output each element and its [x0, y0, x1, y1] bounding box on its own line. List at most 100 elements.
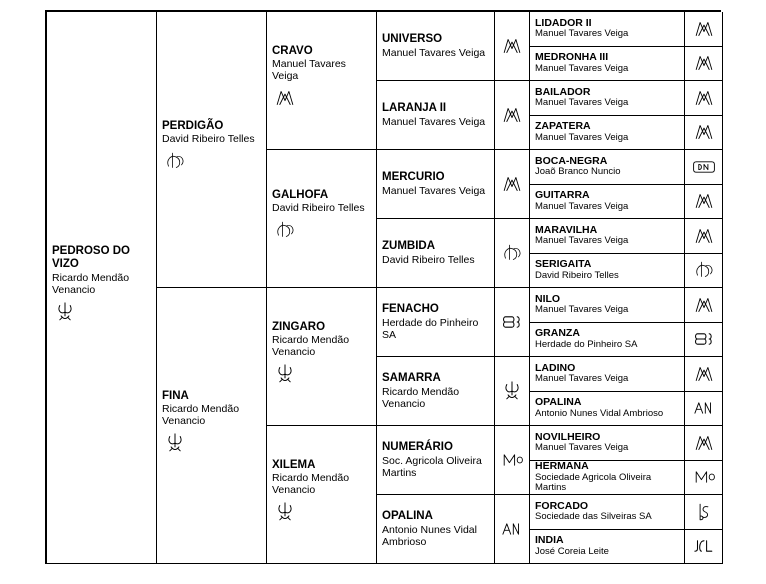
gen4-7: OPALINAAntonio Nunes Vidal Ambrioso: [377, 495, 495, 564]
brand-icon-hp: [691, 326, 717, 352]
gen4-5: SAMARRARicardo Mendão Venancio: [377, 357, 495, 426]
breeder-name: Ricardo Mendão Venancio: [272, 472, 371, 496]
gen4-4: FENACHOHerdade do Pinheiro SA: [377, 288, 495, 357]
gen4-0: UNIVERSOManuel Tavares Veiga: [377, 12, 495, 81]
gen5-15: INDIAJosé Coreia Leite: [530, 530, 685, 565]
breeder-name: Ricardo Mendão Venancio: [52, 272, 151, 296]
brand-icon-rmv: [272, 499, 298, 525]
horse-name: XILEMA: [272, 459, 371, 472]
gen3-2: ZINGARORicardo Mendão Venancio: [267, 288, 377, 426]
breeder-name: Manuel Tavares Veiga: [272, 58, 371, 82]
gen3-0: CRAVOManuel Tavares Veiga: [267, 12, 377, 150]
gen4-3: ZUMBIDADavid Ribeiro Telles: [377, 219, 495, 288]
breeder-name: Manuel Tavares Veiga: [535, 29, 679, 39]
gen5-12: NOVILHEIROManuel Tavares Veiga: [530, 426, 685, 461]
breeder-name: Manuel Tavares Veiga: [535, 305, 679, 315]
brand-icon-anva: [691, 395, 717, 421]
brand-icon-mtv: [691, 292, 717, 318]
horse-name: OPALINA: [382, 510, 489, 523]
brand-icon-rmv: [52, 299, 78, 325]
gen1-subject: PEDROSO DO VIZORicardo Mendão Venancio: [47, 12, 157, 564]
gen5-1: MEDRONHA IIIManuel Tavares Veiga: [530, 47, 685, 82]
gen2-sire: PERDIGÃODavid Ribeiro Telles: [157, 12, 267, 288]
gen5-7-brand: [685, 254, 723, 289]
brand-mark: [272, 85, 371, 116]
brand-icon-mtv: [691, 188, 717, 214]
gen5-4: BOCA-NEGRAJoaõ Branco Nuncio: [530, 150, 685, 185]
gen4-1: LARANJA IIManuel Tavares Veiga: [377, 81, 495, 150]
brand-icon-jbn: [691, 154, 717, 180]
gen2-dam: FINARicardo Mendão Venancio: [157, 288, 267, 564]
gen4-7-brand: [495, 495, 530, 564]
brand-icon-mtv: [691, 119, 717, 145]
gen5-10-brand: [685, 357, 723, 392]
gen5-13: HERMANASociedade Agricola Oliveira Marti…: [530, 461, 685, 496]
horse-name: HERMANA: [535, 461, 679, 473]
breeder-name: Soc. Agricola Oliveira Martins: [382, 455, 489, 479]
horse-name: ZUMBIDA: [382, 240, 489, 253]
horse-name: FINA: [162, 390, 261, 403]
breeder-name: José Coreia Leite: [535, 547, 679, 557]
gen4-2: MERCURIOManuel Tavares Veiga: [377, 150, 495, 219]
gen4-1-brand: [495, 81, 530, 150]
horse-name: PERDIGÃO: [162, 120, 261, 133]
horse-name: NUMERÁRIO: [382, 441, 489, 454]
gen4-2-brand: [495, 150, 530, 219]
horse-name: GALHOFA: [272, 189, 371, 202]
gen5-11-brand: [685, 392, 723, 427]
breeder-name: Herdade do Pinheiro SA: [382, 317, 489, 341]
brand-icon-mtv: [499, 171, 525, 197]
breeder-name: Manuel Tavares Veiga: [535, 202, 679, 212]
breeder-name: Manuel Tavares Veiga: [382, 185, 489, 197]
gen5-3: ZAPATERAManuel Tavares Veiga: [530, 116, 685, 151]
gen5-14-brand: [685, 495, 723, 530]
gen5-12-brand: [685, 426, 723, 461]
gen5-5-brand: [685, 185, 723, 220]
breeder-name: Ricardo Mendão Venancio: [272, 334, 371, 358]
gen5-14: FORCADOSociedade das Silveiras SA: [530, 495, 685, 530]
brand-icon-mtv: [691, 50, 717, 76]
gen5-2: BAILADORManuel Tavares Veiga: [530, 81, 685, 116]
gen5-5: GUITARRAManuel Tavares Veiga: [530, 185, 685, 220]
brand-mark: [162, 148, 261, 179]
gen5-9: GRANZAHerdade do Pinheiro SA: [530, 323, 685, 358]
breeder-name: Antonio Nunes Vidal Ambrioso: [535, 409, 679, 419]
gen4-0-brand: [495, 12, 530, 81]
breeder-name: Manuel Tavares Veiga: [535, 374, 679, 384]
gen5-6: MARAVILHAManuel Tavares Veiga: [530, 219, 685, 254]
brand-icon-anva: [499, 516, 525, 542]
brand-mark: [272, 361, 371, 392]
brand-mark: [52, 299, 151, 330]
brand-icon-mtv: [691, 361, 717, 387]
gen4-4-brand: [495, 288, 530, 357]
breeder-name: Herdade do Pinheiro SA: [535, 340, 679, 350]
breeder-name: Manuel Tavares Veiga: [535, 98, 679, 108]
breeder-name: Sociedade Agricola Oliveira Martins: [535, 473, 679, 494]
gen5-13-brand: [685, 461, 723, 496]
brand-icon-mtv: [272, 85, 298, 111]
brand-icon-mtv: [691, 430, 717, 456]
brand-icon-drt: [272, 217, 298, 243]
breeder-name: Antonio Nunes Vidal Ambrioso: [382, 524, 489, 548]
breeder-name: Sociedade das Silveiras SA: [535, 512, 679, 522]
horse-name: LARANJA II: [382, 102, 489, 115]
gen5-10: LADINOManuel Tavares Veiga: [530, 357, 685, 392]
horse-name: MERCURIO: [382, 171, 489, 184]
breeder-name: Manuel Tavares Veiga: [382, 47, 489, 59]
horse-name: ZINGARO: [272, 321, 371, 334]
gen5-0: LIDADOR IIManuel Tavares Veiga: [530, 12, 685, 47]
brand-icon-mtv: [691, 16, 717, 42]
brand-icon-rmv: [272, 361, 298, 387]
brand-icon-ss: [691, 499, 717, 525]
brand-mark: [162, 430, 261, 461]
horse-name: UNIVERSO: [382, 33, 489, 46]
breeder-name: Manuel Tavares Veiga: [535, 133, 679, 143]
gen4-6: NUMERÁRIOSoc. Agricola Oliveira Martins: [377, 426, 495, 495]
brand-mark: [272, 499, 371, 530]
brand-icon-mtv: [499, 33, 525, 59]
breeder-name: David Ribeiro Telles: [535, 271, 679, 281]
breeder-name: David Ribeiro Telles: [272, 202, 371, 214]
brand-icon-mtv: [499, 102, 525, 128]
pedigree-chart: PEDROSO DO VIZORicardo Mendão VenancioPE…: [45, 10, 721, 564]
gen5-15-brand: [685, 530, 723, 565]
